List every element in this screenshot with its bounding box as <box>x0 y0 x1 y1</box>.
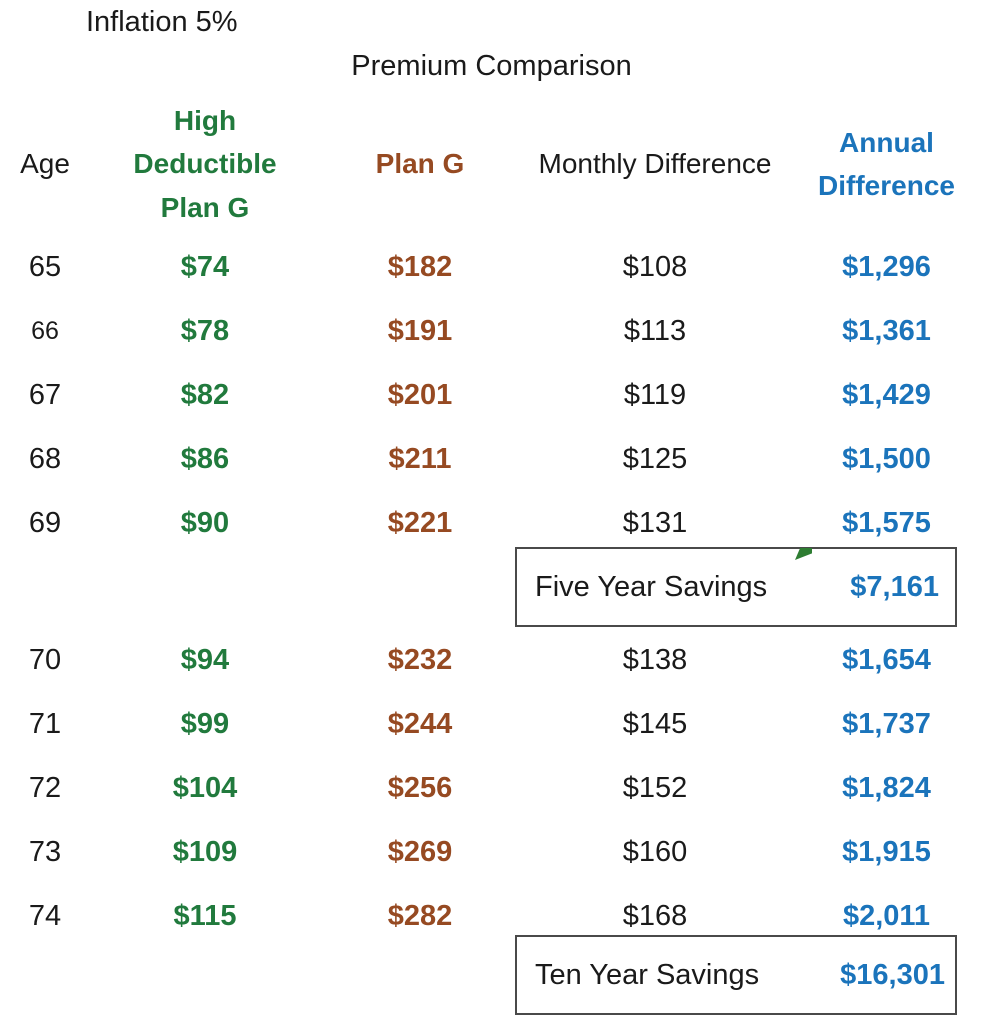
high-deductible-plan-g-cell: $109 <box>172 835 238 868</box>
table-row-age-69: 69 $90 $221 $131 $1,575 <box>0 491 983 555</box>
high-deductible-plan-g-cell: $90 <box>180 506 230 539</box>
ten-year-savings-value: $16,301 <box>840 958 945 991</box>
age-cell: 68 <box>28 442 62 475</box>
table-row-age-66: 66 $78 $191 $113 $1,361 <box>0 299 983 363</box>
age-cell: 65 <box>28 250 62 283</box>
age-cell: 69 <box>28 506 62 539</box>
monthly-difference-cell: $119 <box>623 378 687 411</box>
annual-difference-cell: $1,915 <box>842 835 931 868</box>
age-cell: 67 <box>28 378 62 411</box>
table-row-age-72: 72 $104 $256 $152 $1,824 <box>0 756 983 820</box>
column-header-high-deductible-plan-g: High Deductible Plan G <box>90 95 320 233</box>
column-header-annual-difference: Annual Difference <box>790 95 983 233</box>
table-row-age-71: 71 $99 $244 $145 $1,737 <box>0 692 983 756</box>
plan-g-cell: $211 <box>388 442 452 475</box>
plan-g-cell: $244 <box>387 707 453 740</box>
monthly-difference-cell: $108 <box>622 250 688 283</box>
plan-g-cell: $191 <box>387 314 453 347</box>
annual-difference-cell: $2,011 <box>842 899 931 932</box>
plan-g-cell: $232 <box>387 643 453 676</box>
monthly-difference-cell: $131 <box>622 506 688 539</box>
table-header-row: Age High Deductible Plan G Plan G Monthl… <box>0 95 983 233</box>
age-cell: 72 <box>28 771 62 804</box>
high-deductible-plan-g-cell: $86 <box>180 442 230 475</box>
table-row-age-67: 67 $82 $201 $119 $1,429 <box>0 363 983 427</box>
plan-g-cell: $221 <box>387 506 453 539</box>
column-header-annual-difference-label: Annual Difference <box>818 126 955 201</box>
high-deductible-plan-g-cell: $99 <box>180 707 230 740</box>
table-row-age-68: 68 $86 $211 $125 $1,500 <box>0 427 983 491</box>
monthly-difference-cell: $113 <box>623 314 687 347</box>
plan-g-cell: $256 <box>387 771 453 804</box>
high-deductible-plan-g-cell: $82 <box>180 378 230 411</box>
monthly-difference-cell: $125 <box>622 442 688 475</box>
plan-g-cell: $269 <box>387 835 453 868</box>
page-title: Premium Comparison <box>351 50 632 82</box>
monthly-difference-cell: $145 <box>622 707 688 740</box>
five-year-savings-label: Five Year Savings <box>535 570 768 603</box>
age-cell: 70 <box>28 643 62 676</box>
high-deductible-plan-g-cell: $94 <box>180 643 230 676</box>
age-cell: 71 <box>28 707 62 740</box>
plan-g-cell: $201 <box>387 378 453 411</box>
plan-g-cell: $282 <box>387 899 453 932</box>
annual-difference-cell: $1,361 <box>842 314 931 347</box>
green-corner-marker-icon <box>795 548 812 560</box>
five-year-savings-value: $7,161 <box>850 570 939 603</box>
high-deductible-plan-g-cell: $115 <box>173 899 237 932</box>
high-deductible-plan-g-cell: $74 <box>180 250 230 283</box>
annual-difference-cell: $1,654 <box>842 643 931 676</box>
annual-difference-cell: $1,575 <box>842 506 931 539</box>
monthly-difference-cell: $138 <box>622 643 688 676</box>
annual-difference-cell: $1,824 <box>842 771 931 804</box>
table-row-age-73: 73 $109 $269 $160 $1,915 <box>0 820 983 884</box>
age-cell: 74 <box>28 899 62 932</box>
column-header-monthly-difference: Monthly Difference <box>538 148 772 179</box>
table-row-age-74: 74 $115 $282 $168 $2,011 <box>0 884 983 948</box>
annual-difference-cell: $1,500 <box>842 442 931 475</box>
monthly-difference-cell: $168 <box>622 899 688 932</box>
age-cell: 66 <box>31 316 59 345</box>
high-deductible-plan-g-cell: $104 <box>172 771 238 804</box>
monthly-difference-cell: $152 <box>622 771 688 804</box>
annual-difference-cell: $1,429 <box>842 378 931 411</box>
inflation-label: Inflation 5% <box>86 6 238 38</box>
annual-difference-cell: $1,737 <box>842 707 931 740</box>
column-header-high-deductible-plan-g-label: High Deductible Plan G <box>133 104 277 223</box>
annual-difference-cell: $1,296 <box>842 250 931 283</box>
age-cell: 73 <box>28 835 62 868</box>
plan-g-cell: $182 <box>387 250 453 283</box>
table-rows-65-69: 65 $74 $182 $108 $1,296 66 $78 $191 $113… <box>0 235 983 555</box>
ten-year-savings-box: Ten Year Savings $16,301 <box>515 935 957 1015</box>
table-row-age-65: 65 $74 $182 $108 $1,296 <box>0 235 983 299</box>
table-row-age-70: 70 $94 $232 $138 $1,654 <box>0 628 983 692</box>
high-deductible-plan-g-cell: $78 <box>180 314 230 347</box>
column-header-age: Age <box>20 148 70 179</box>
ten-year-savings-label: Ten Year Savings <box>535 958 760 991</box>
five-year-savings-box: Five Year Savings $7,161 <box>515 547 957 627</box>
column-header-plan-g: Plan G <box>375 148 465 179</box>
table-rows-70-74: 70 $94 $232 $138 $1,654 71 $99 $244 $145… <box>0 628 983 948</box>
monthly-difference-cell: $160 <box>622 835 688 868</box>
